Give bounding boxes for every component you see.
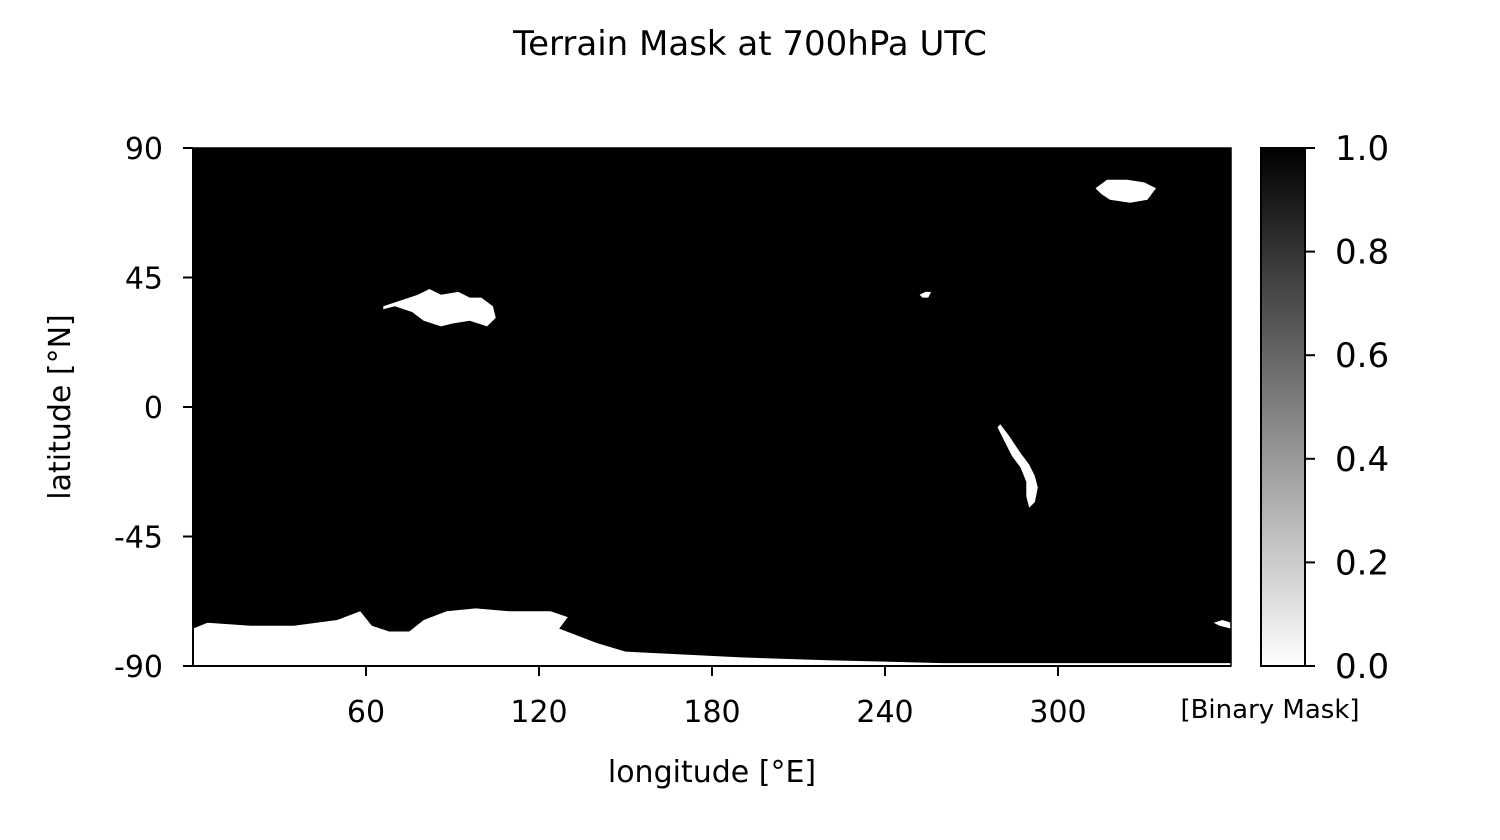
- x-tick-label: 240: [856, 695, 913, 730]
- colorbar-ticks: 0.0 0.2 0.4 0.6 0.8 1.0: [1305, 129, 1389, 687]
- colorbar-tick-label: 0.2: [1335, 543, 1389, 583]
- chart-title: Terrain Mask at 700hPa UTC: [512, 24, 987, 64]
- colorbar-tick-label: 1.0: [1335, 129, 1389, 169]
- x-tick-label: 120: [510, 695, 567, 730]
- x-ticks: 60 120 180 240 300: [347, 666, 1087, 730]
- mask-region-rocky-mountains: [919, 291, 932, 298]
- y-tick-label: 45: [125, 262, 163, 297]
- mask-region-andes: [997, 424, 1038, 508]
- colorbar-tick-label: 0.0: [1335, 647, 1389, 687]
- mask-regions: [193, 179, 1231, 666]
- x-tick-label: 60: [347, 695, 385, 730]
- x-tick-label: 300: [1029, 695, 1086, 730]
- plot-area: [192, 147, 1232, 667]
- y-tick-label: -45: [114, 521, 163, 556]
- x-tick-label: 180: [683, 695, 740, 730]
- colorbar-tick-label: 0.8: [1335, 233, 1389, 273]
- mask-region-tibetan-plateau: [383, 289, 496, 327]
- colorbar: 0.0 0.2 0.4 0.6 0.8 1.0 [Binary Mask]: [1180, 129, 1389, 725]
- x-axis: 60 120 180 240 300 longitude [°E]: [193, 665, 1231, 790]
- y-axis-label: latitude [°N]: [43, 314, 78, 499]
- colorbar-label: [Binary Mask]: [1180, 695, 1359, 725]
- mask-region-antarctica: [193, 608, 1231, 666]
- colorbar-tick-label: 0.4: [1335, 440, 1389, 480]
- y-ticks: 90 45 0 -45 -90: [114, 132, 193, 685]
- y-tick-label: 90: [125, 132, 163, 167]
- x-axis-label: longitude [°E]: [608, 755, 816, 790]
- colorbar-tick-label: 0.6: [1335, 336, 1389, 376]
- y-tick-label: 0: [144, 391, 163, 426]
- mask-background: [193, 148, 1231, 666]
- mask-region-antarctic-peninsula: [1213, 620, 1231, 629]
- colorbar-gradient: [1260, 147, 1306, 667]
- mask-region-greenland: [1095, 179, 1156, 203]
- y-tick-label: -90: [114, 650, 163, 685]
- y-axis: 90 45 0 -45 -90 latitude [°N]: [43, 132, 194, 685]
